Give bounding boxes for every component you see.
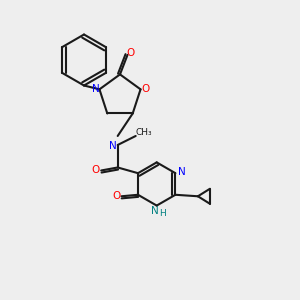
Text: O: O [141,84,149,94]
Text: N: N [151,206,159,216]
Text: N: N [92,84,100,94]
Text: N: N [109,142,117,152]
Text: N: N [178,167,185,177]
Text: CH₃: CH₃ [136,128,152,137]
Text: H: H [159,209,166,218]
Text: O: O [92,166,100,176]
Text: O: O [126,48,135,59]
Text: O: O [112,191,120,201]
